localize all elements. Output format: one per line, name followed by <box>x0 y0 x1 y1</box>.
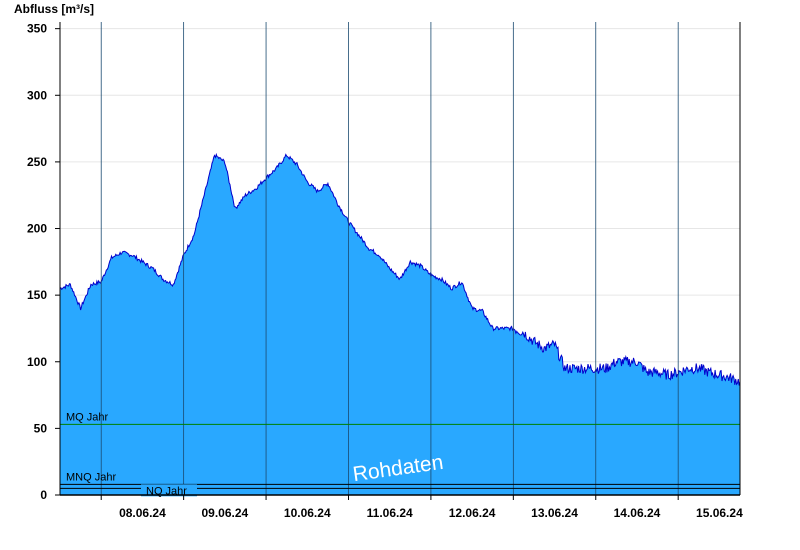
x-ticks: 08.06.24 09.06.24 10.06.24 11.06.24 12.06.24… <box>100 495 743 520</box>
x-tick-label-08.06.24: 08.06.24 <box>119 506 166 520</box>
x-tick-label-12.06.24: 12.06.24 <box>449 506 496 520</box>
x-tick-label-13.06.24: 13.06.24 <box>531 506 578 520</box>
y-tick-label-350: 350 <box>27 22 47 36</box>
y-ticks: 0 50 100 150 200 250 300 350 <box>27 22 60 502</box>
day-separators <box>100 22 679 495</box>
discharge-area-fill <box>60 154 740 495</box>
y-tick-label-250: 250 <box>27 155 47 169</box>
y-tick-label-150: 150 <box>27 288 47 302</box>
y-tick-label-100: 100 <box>27 355 47 369</box>
x-tick-label-15.06.24: 15.06.24 <box>696 506 743 520</box>
ref-label-0: MQ Jahr <box>66 411 109 423</box>
y-axis-title: Abfluss [m³/s] <box>14 2 94 16</box>
ref-label-bg <box>141 484 197 497</box>
x-tick-label-11.06.24: 11.06.24 <box>367 506 413 520</box>
y-tick-label-50: 50 <box>34 421 48 435</box>
axes <box>59 22 741 496</box>
y-tick-label-300: 300 <box>27 88 47 102</box>
y-tick-label-0: 0 <box>40 488 47 502</box>
discharge-area <box>59 152 741 495</box>
discharge-line <box>59 152 741 386</box>
x-tick-label-14.06.24: 14.06.24 <box>614 506 661 520</box>
y-tick-label-200: 200 <box>27 222 47 236</box>
x-tick-label-09.06.24: 09.06.24 <box>201 506 248 520</box>
x-tick-label-10.06.24: 10.06.24 <box>284 506 331 520</box>
ref-label-1: MNQ Jahr <box>66 471 116 483</box>
